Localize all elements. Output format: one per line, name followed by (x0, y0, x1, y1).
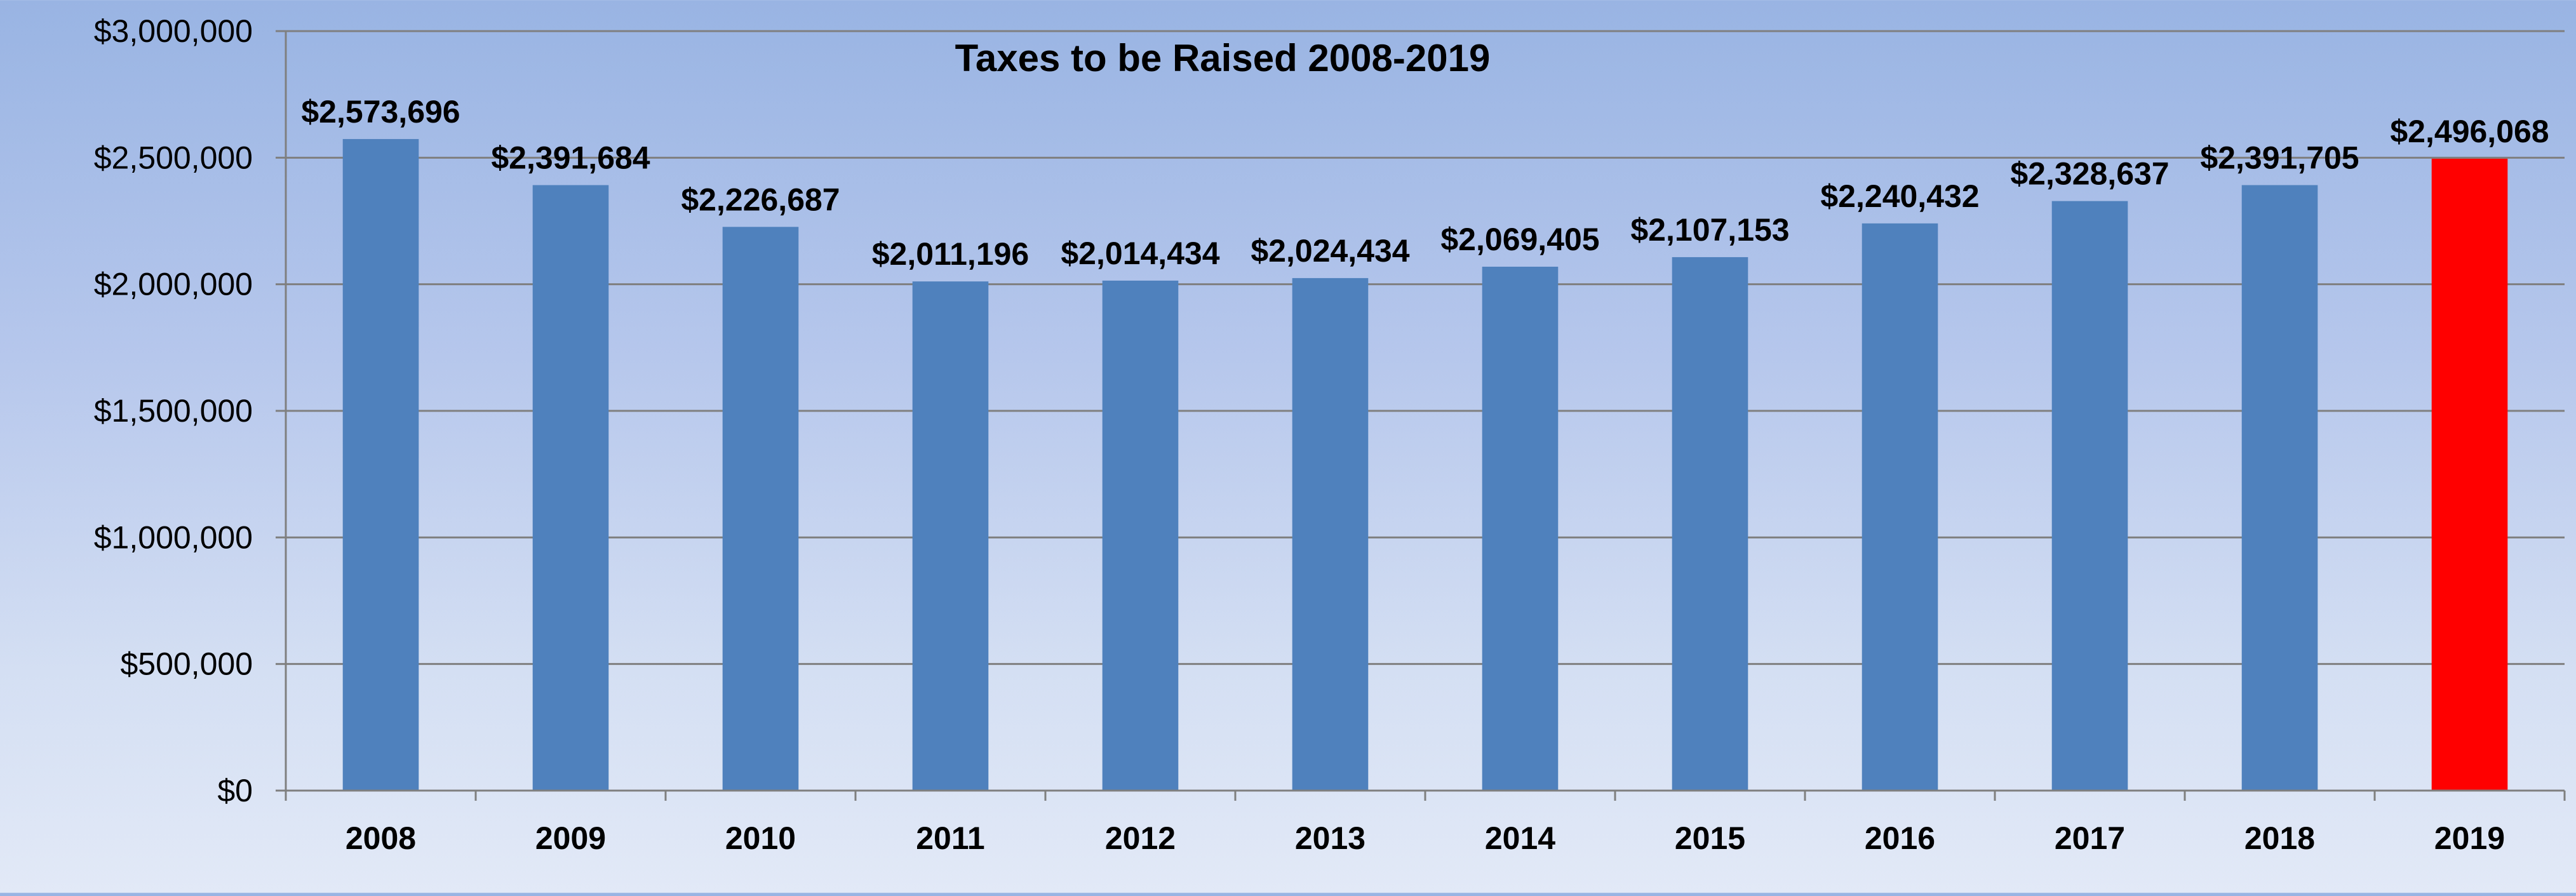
data-label: $2,014,434 (1061, 236, 1219, 271)
x-tick-label: 2015 (1675, 820, 1745, 856)
data-label: $2,107,153 (1630, 212, 1789, 248)
x-tick-label: 2009 (535, 820, 606, 856)
data-label: $2,328,637 (2010, 156, 2169, 192)
x-tick-label: 2012 (1105, 820, 1176, 856)
y-tick-label: $2,000,000 (94, 267, 253, 302)
y-tick-label: $0 (217, 773, 253, 808)
bar-2008 (342, 138, 419, 791)
bars (342, 138, 2508, 791)
data-label: $2,069,405 (1440, 222, 1599, 257)
data-labels: $2,573,696 $2,391,684 $2,226,687 $2,011,196… (301, 94, 2549, 272)
data-label: $2,011,196 (872, 236, 1030, 272)
x-tick-label: 2008 (345, 820, 416, 856)
y-tick-label: $500,000 (120, 646, 253, 682)
data-label: $2,024,434 (1251, 233, 1409, 269)
y-tick-label: $2,500,000 (94, 140, 253, 175)
bar-2017 (2051, 201, 2128, 791)
bar-2012 (1102, 280, 1179, 791)
y-tick-label: $3,000,000 (94, 13, 253, 49)
data-label: $2,240,432 (1820, 178, 1979, 214)
x-tick-label: 2011 (916, 820, 984, 856)
data-label: $2,391,705 (2200, 140, 2359, 176)
data-label: $2,226,687 (681, 182, 840, 217)
data-label: $2,496,068 (2390, 114, 2549, 149)
bar-2016 (1862, 223, 1938, 791)
x-tick-label: 2019 (2434, 820, 2505, 856)
x-tick-label: 2016 (1865, 820, 1935, 856)
bar-2013 (1292, 277, 1369, 791)
y-tick-label: $1,000,000 (94, 519, 253, 555)
x-tick-label: 2010 (725, 820, 796, 856)
x-tick-label: 2014 (1485, 820, 1555, 856)
x-tick-label: 2013 (1295, 820, 1365, 856)
bar-2011 (912, 281, 989, 791)
bar-2015 (1672, 257, 1748, 791)
bar-2010 (722, 227, 799, 791)
bar-2014 (1482, 266, 1559, 791)
chart-title: Taxes to be Raised 2008-2019 (955, 37, 1491, 79)
x-tick-label: 2018 (2244, 820, 2315, 856)
y-tick-label: $1,500,000 (94, 393, 253, 429)
axes: $0 $500,000 $1,000,000 $1,500,000 $2,000,000… (94, 13, 2566, 856)
x-tick-label: 2017 (2055, 820, 2125, 856)
data-label: $2,573,696 (301, 94, 460, 130)
data-label: $2,391,684 (491, 140, 650, 176)
bar-2009 (532, 185, 609, 791)
gridlines (286, 30, 2565, 665)
bar-2018 (2241, 185, 2318, 791)
bar-2019 (2431, 158, 2508, 791)
